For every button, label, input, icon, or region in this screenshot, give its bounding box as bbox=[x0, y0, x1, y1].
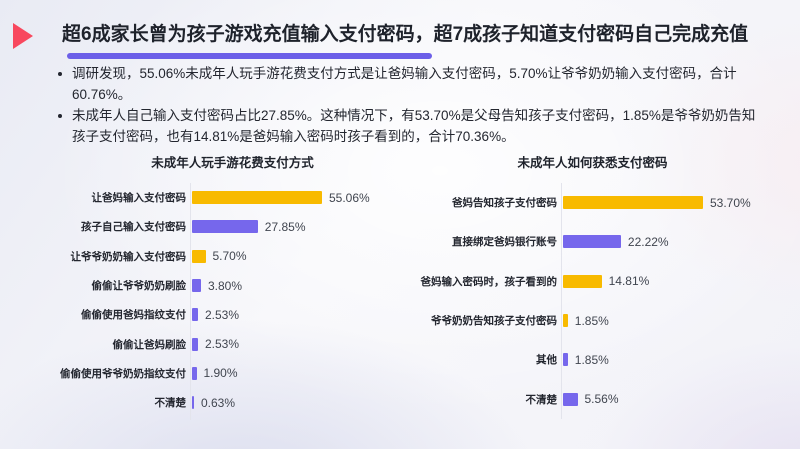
value-label: 5.56% bbox=[584, 392, 619, 407]
title-underline bbox=[67, 53, 432, 59]
category-label: 爷爷奶奶告知孩子支付密码 bbox=[431, 315, 557, 328]
chart-rows: 爸妈告知孩子支付密码 53.70% 直接绑定爸妈银行账号 22.22% 爸妈输入密码时，… bbox=[420, 183, 765, 419]
bar-row: 偷偷使用爸妈指纹支付 2.53% bbox=[60, 300, 405, 329]
category-label: 孩子自己输入支付密码 bbox=[81, 221, 186, 234]
bar-row: 直接绑定爸妈银行账号 22.22% bbox=[420, 222, 765, 261]
category-label: 不清楚 bbox=[154, 397, 187, 410]
bullet-item: 未成年人自己输入支付密码占比27.85%。这种情况下，有53.70%是父母告知孩… bbox=[55, 106, 761, 147]
chart-axis bbox=[561, 183, 562, 419]
bar-row: 爸妈告知孩子支付密码 53.70% bbox=[420, 183, 765, 222]
bar bbox=[192, 279, 201, 293]
chart-title: 未成年人如何获悉支付密码 bbox=[517, 156, 668, 170]
page-title: 超6成家长曾为孩子游戏充值输入支付密码，超7成孩子知道支付密码自己完成充值 bbox=[62, 24, 749, 45]
bar bbox=[563, 274, 602, 288]
bar bbox=[192, 366, 197, 380]
bar bbox=[192, 249, 206, 263]
bar bbox=[192, 220, 258, 234]
category-label: 偷偷让爷爷奶奶刷脸 bbox=[91, 280, 187, 293]
value-label: 1.90% bbox=[203, 366, 238, 381]
bullet-dot-icon bbox=[58, 72, 62, 76]
value-label: 0.63% bbox=[201, 395, 236, 410]
value-label: 2.53% bbox=[205, 337, 240, 352]
bar bbox=[563, 196, 703, 210]
bar-row: 孩子自己输入支付密码 27.85% bbox=[60, 212, 405, 241]
category-label: 直接绑定爸妈银行账号 bbox=[452, 236, 557, 249]
title-arrow-icon bbox=[13, 23, 33, 49]
value-label: 1.85% bbox=[574, 313, 609, 328]
bar-row: 让爸妈输入支付密码 55.06% bbox=[60, 183, 405, 212]
bar bbox=[563, 392, 578, 406]
bar-row: 偷偷使用爷爷奶奶指纹支付 1.90% bbox=[60, 359, 405, 388]
bar bbox=[563, 235, 621, 249]
chart-payment-methods: 未成年人玩手游花费支付方式 让爸妈输入支付密码 55.06% 孩子自己输入支付密码 2… bbox=[60, 152, 405, 432]
bar-row: 爸妈输入密码时，孩子看到的 14.81% bbox=[420, 262, 765, 301]
bullet-text: 未成年人自己输入支付密码占比27.85%。这种情况下，有53.70%是父母告知孩… bbox=[72, 108, 756, 144]
bar bbox=[192, 191, 322, 205]
value-label: 55.06% bbox=[329, 190, 370, 205]
bar bbox=[563, 314, 568, 328]
category-label: 偷偷让爸妈刷脸 bbox=[112, 338, 187, 351]
value-label: 27.85% bbox=[264, 219, 306, 234]
chart-password-sources: 未成年人如何获悉支付密码 爸妈告知孩子支付密码 53.70% 直接绑定爸妈银行账号 2… bbox=[420, 152, 765, 432]
bullet-text: 调研发现，55.06%未成年人玩手游花费支付方式是让爸妈输入支付密码，5.70%… bbox=[72, 66, 737, 102]
category-label: 偷偷使用爸妈指纹支付 bbox=[81, 309, 186, 322]
bar-row: 不清楚 0.63% bbox=[60, 388, 405, 417]
bar-row: 爷爷奶奶告知孩子支付密码 1.85% bbox=[420, 301, 765, 340]
category-label: 爸妈输入密码时，孩子看到的 bbox=[420, 275, 558, 288]
bar-row: 偷偷让爷爷奶奶刷脸 3.80% bbox=[60, 271, 405, 300]
bar-row: 其他 1.85% bbox=[420, 340, 765, 379]
value-label: 3.80% bbox=[208, 278, 243, 293]
bar-row: 让爷爷奶奶输入支付密码 5.70% bbox=[60, 242, 405, 271]
value-label: 5.70% bbox=[212, 249, 247, 264]
value-label: 22.22% bbox=[627, 234, 669, 249]
category-label: 爸妈告知孩子支付密码 bbox=[452, 197, 557, 210]
chart-rows: 让爸妈输入支付密码 55.06% 孩子自己输入支付密码 27.85% 让爷爷奶奶输入支付… bbox=[60, 183, 405, 417]
value-label: 2.53% bbox=[205, 307, 240, 322]
bullet-dot-icon bbox=[58, 114, 62, 118]
value-label: 14.81% bbox=[608, 274, 650, 289]
bullet-list: 调研发现，55.06%未成年人玩手游花费支付方式是让爸妈输入支付密码，5.70%… bbox=[55, 64, 761, 148]
bullet-item: 调研发现，55.06%未成年人玩手游花费支付方式是让爸妈输入支付密码，5.70%… bbox=[55, 64, 761, 105]
value-label: 53.70% bbox=[710, 195, 751, 210]
category-label: 让爷爷奶奶输入支付密码 bbox=[70, 250, 187, 263]
category-label: 让爸妈输入支付密码 bbox=[91, 192, 187, 205]
chart-axis bbox=[190, 183, 191, 420]
bar-row: 偷偷让爸妈刷脸 2.53% bbox=[60, 329, 405, 358]
value-label: 1.85% bbox=[574, 352, 609, 367]
bar bbox=[192, 396, 194, 410]
bar bbox=[563, 353, 568, 367]
bar bbox=[192, 308, 198, 322]
bar bbox=[192, 337, 198, 351]
category-label: 偷偷使用爷爷奶奶指纹支付 bbox=[60, 367, 186, 380]
chart-title: 未成年人玩手游花费支付方式 bbox=[151, 156, 314, 170]
bar-row: 不清楚 5.56% bbox=[420, 379, 765, 418]
category-label: 不清楚 bbox=[525, 393, 558, 406]
category-label: 其他 bbox=[536, 354, 557, 367]
